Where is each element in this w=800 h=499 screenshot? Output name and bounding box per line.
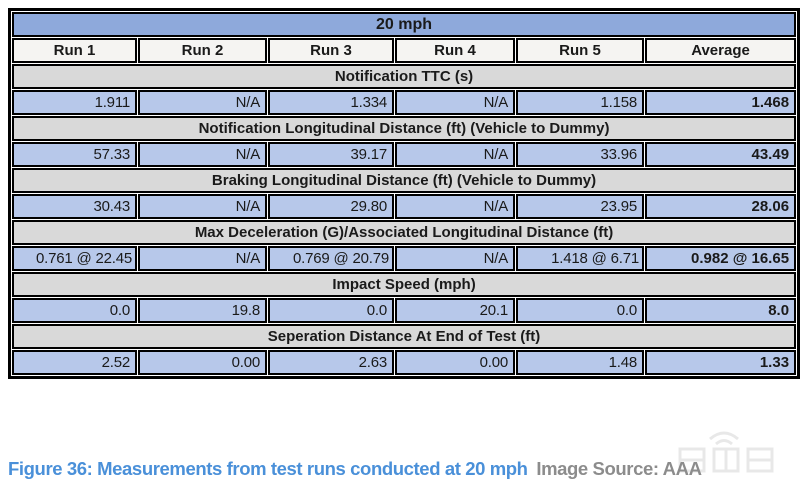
section-header-row: Notification TTC (s) bbox=[12, 64, 797, 89]
figure-page: 20 mph Run 1 Run 2 Run 3 Run 4 Run 5 Ave… bbox=[8, 8, 800, 379]
image-source-credit: Image Source: AAA bbox=[536, 458, 702, 479]
cell-value: 0.0 bbox=[516, 298, 644, 323]
section-header-notification-ttc: Notification TTC (s) bbox=[12, 64, 797, 89]
cell-value: N/A bbox=[395, 246, 515, 271]
cell-value: 30.43 bbox=[12, 194, 137, 219]
cell-value: 1.158 bbox=[516, 90, 644, 115]
cell-value: 0.00 bbox=[138, 350, 267, 375]
section-header-row: Notification Longitudinal Distance (ft) … bbox=[12, 116, 797, 141]
section-header-row: Max Deceleration (G)/Associated Longitud… bbox=[12, 220, 797, 245]
section-header-max-deceleration: Max Deceleration (G)/Associated Longitud… bbox=[12, 220, 797, 245]
data-row: 57.33 N/A 39.17 N/A 33.96 43.49 bbox=[12, 142, 797, 167]
cell-value: 2.63 bbox=[268, 350, 394, 375]
cell-value: N/A bbox=[138, 246, 267, 271]
cell-value: 1.911 bbox=[12, 90, 137, 115]
data-row: 0.761 @ 22.45 N/A 0.769 @ 20.79 N/A 1.41… bbox=[12, 246, 797, 271]
cell-value: 19.8 bbox=[138, 298, 267, 323]
figure-caption: Figure 36: Measurements from test runs c… bbox=[8, 458, 528, 479]
cell-value: 33.96 bbox=[516, 142, 644, 167]
data-row: 0.0 19.8 0.0 20.1 0.0 8.0 bbox=[12, 298, 797, 323]
cell-value: 2.52 bbox=[12, 350, 137, 375]
section-header-row: Impact Speed (mph) bbox=[12, 272, 797, 297]
cell-average: 28.06 bbox=[645, 194, 797, 219]
cell-value: 0.769 @ 20.79 bbox=[268, 246, 394, 271]
column-header-average: Average bbox=[645, 38, 797, 63]
table-title-row: 20 mph bbox=[12, 12, 797, 37]
cell-average: 0.982 @ 16.65 bbox=[645, 246, 797, 271]
section-header-row: Seperation Distance At End of Test (ft) bbox=[12, 324, 797, 349]
figure-caption-line: Figure 36: Measurements from test runs c… bbox=[8, 458, 798, 480]
cell-value: N/A bbox=[138, 142, 267, 167]
measurements-table: 20 mph Run 1 Run 2 Run 3 Run 4 Run 5 Ave… bbox=[8, 8, 800, 379]
cell-value: 20.1 bbox=[395, 298, 515, 323]
cell-value: 57.33 bbox=[12, 142, 137, 167]
cell-value: N/A bbox=[395, 90, 515, 115]
cell-average: 43.49 bbox=[645, 142, 797, 167]
data-row: 2.52 0.00 2.63 0.00 1.48 1.33 bbox=[12, 350, 797, 375]
cell-value: 29.80 bbox=[268, 194, 394, 219]
column-header-run1: Run 1 bbox=[12, 38, 137, 63]
data-row: 1.911 N/A 1.334 N/A 1.158 1.468 bbox=[12, 90, 797, 115]
column-header-run4: Run 4 bbox=[395, 38, 515, 63]
section-header-notification-distance: Notification Longitudinal Distance (ft) … bbox=[12, 116, 797, 141]
section-header-row: Braking Longitudinal Distance (ft) (Vehi… bbox=[12, 168, 797, 193]
column-header-run3: Run 3 bbox=[268, 38, 394, 63]
column-header-row: Run 1 Run 2 Run 3 Run 4 Run 5 Average bbox=[12, 38, 797, 63]
cell-value: N/A bbox=[395, 142, 515, 167]
cell-value: 1.48 bbox=[516, 350, 644, 375]
cell-value: 0.00 bbox=[395, 350, 515, 375]
cell-value: 0.0 bbox=[12, 298, 137, 323]
cell-value: 39.17 bbox=[268, 142, 394, 167]
cell-average: 1.33 bbox=[645, 350, 797, 375]
data-row: 30.43 N/A 29.80 N/A 23.95 28.06 bbox=[12, 194, 797, 219]
cell-value: 0.0 bbox=[268, 298, 394, 323]
cell-value: N/A bbox=[395, 194, 515, 219]
column-header-run5: Run 5 bbox=[516, 38, 644, 63]
cell-value: N/A bbox=[138, 194, 267, 219]
cell-average: 8.0 bbox=[645, 298, 797, 323]
section-header-impact-speed: Impact Speed (mph) bbox=[12, 272, 797, 297]
section-header-braking-distance: Braking Longitudinal Distance (ft) (Vehi… bbox=[12, 168, 797, 193]
section-header-separation-distance: Seperation Distance At End of Test (ft) bbox=[12, 324, 797, 349]
cell-value: 0.761 @ 22.45 bbox=[12, 246, 137, 271]
cell-value: 1.334 bbox=[268, 90, 394, 115]
column-header-run2: Run 2 bbox=[138, 38, 267, 63]
cell-average: 1.468 bbox=[645, 90, 797, 115]
cell-value: 1.418 @ 6.71 bbox=[516, 246, 644, 271]
cell-value: 23.95 bbox=[516, 194, 644, 219]
cell-value: N/A bbox=[138, 90, 267, 115]
table-title: 20 mph bbox=[12, 12, 797, 37]
